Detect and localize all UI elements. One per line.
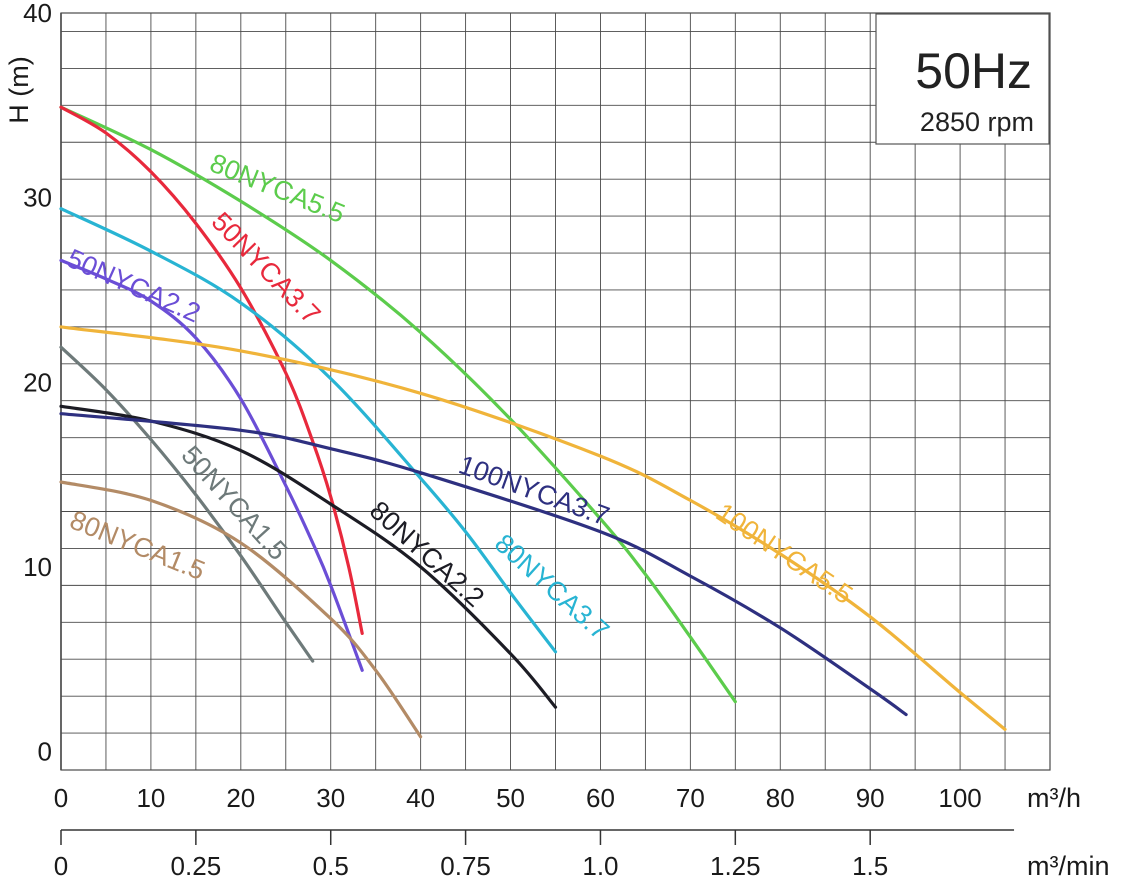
y-tick-label: 0 bbox=[38, 737, 52, 767]
series-label: 50NYCA3.7 bbox=[206, 206, 327, 329]
x2-tick-label: 1.25 bbox=[710, 851, 761, 881]
x2-tick-label: 0.5 bbox=[313, 851, 349, 881]
x-tick-label: 90 bbox=[856, 783, 885, 813]
x-tick-label: 10 bbox=[136, 783, 165, 813]
series-label: 50NYCA2.2 bbox=[63, 243, 205, 328]
curve-50nyca2-2 bbox=[59, 258, 364, 672]
plot-frame bbox=[60, 12, 1051, 771]
grid bbox=[60, 12, 1051, 771]
curve-labels: 80NYCA5.550NYCA3.780NYCA3.750NYCA2.2100N… bbox=[63, 148, 859, 646]
x-tick-label: 60 bbox=[586, 783, 615, 813]
x2-tick-label: 0.75 bbox=[440, 851, 491, 881]
performance-curves bbox=[59, 105, 1007, 739]
x2-tick-label: 0 bbox=[54, 851, 68, 881]
y-tick-label: 20 bbox=[23, 367, 52, 397]
x-tick-label: 50 bbox=[496, 783, 525, 813]
x2-tick-label: 0.25 bbox=[171, 851, 222, 881]
x2-tick-label: 1.0 bbox=[582, 851, 618, 881]
frequency-label: 50Hz bbox=[915, 43, 1032, 99]
curve-100nyca5-5 bbox=[59, 325, 1007, 731]
series-label: 100NYCA5.5 bbox=[711, 497, 858, 610]
curve-50nyca3-7 bbox=[59, 105, 364, 635]
x2-axis-label: m³/min bbox=[1027, 851, 1110, 881]
x-tick-label: 70 bbox=[676, 783, 705, 813]
series-label: 80NYCA2.2 bbox=[364, 495, 490, 613]
x-tick-label: 0 bbox=[54, 783, 68, 813]
series-label: 80NYCA1.5 bbox=[66, 505, 209, 586]
x-tick-label: 80 bbox=[766, 783, 795, 813]
x-axis-label: m³/h bbox=[1027, 783, 1081, 813]
x-tick-label: 100 bbox=[938, 783, 981, 813]
y-tick-label: 10 bbox=[23, 552, 52, 582]
y-tick-label: 40 bbox=[23, 0, 52, 28]
speed-label: 2850 rpm bbox=[920, 107, 1034, 137]
curve-80nyca1-5 bbox=[59, 480, 423, 739]
x-tick-label: 20 bbox=[226, 783, 255, 813]
curve-50nyca1-5 bbox=[59, 345, 315, 663]
x2-tick-label: 1.5 bbox=[852, 851, 888, 881]
curve-100nyca3-7 bbox=[59, 412, 908, 717]
curve-80nyca3-7 bbox=[59, 207, 558, 654]
curve-80nyca5-5 bbox=[59, 105, 737, 704]
y-tick-label: 30 bbox=[23, 183, 52, 213]
axes: 0 10 20 30 40 0 10 20 30 40 50 60 70 80 90 100 0 0.25 0.5 0… bbox=[23, 0, 1015, 881]
y-axis-label: H (m) bbox=[4, 56, 34, 123]
frequency-box bbox=[875, 13, 1050, 145]
x-tick-label: 40 bbox=[406, 783, 435, 813]
x-tick-label: 30 bbox=[316, 783, 345, 813]
